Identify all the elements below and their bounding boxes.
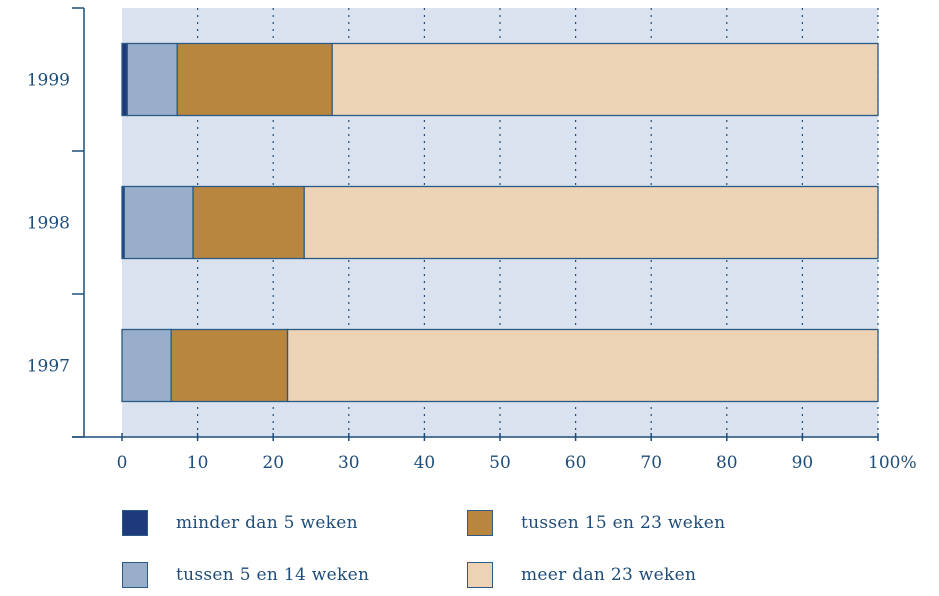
x-tick-label: 80 [716,453,738,473]
legend-label: tussen 15 en 23 weken [521,513,726,533]
category-label: 1997 [27,357,70,377]
x-tick-label: 20 [262,453,284,473]
legend-label: tussen 5 en 14 weken [176,565,370,585]
x-tick-label: 70 [640,453,662,473]
x-tick-label: 30 [338,453,360,473]
x-tick-label: 60 [565,453,587,473]
legend-label: minder dan 5 weken [176,513,358,533]
x-tick-label: 100% [868,453,917,473]
bar-segment-1999-series-3 [331,42,879,117]
legend-item-tussen-5-en-14-weken: tussen 5 en 14 weken [122,562,369,588]
x-tick-label: 40 [414,453,436,473]
legend-item-minder-dan-5-weken: minder dan 5 weken [122,510,358,536]
bar-segment-1997-series-3 [286,328,879,403]
legend-swatch [122,510,148,536]
bar-segment-1999-series-2 [176,42,333,117]
category-label: 1999 [27,71,70,91]
legend-swatch [467,562,493,588]
bar-segment-1998-series-2 [192,185,305,260]
legend-swatch [122,562,148,588]
x-tick-label: 50 [489,453,511,473]
legend-label: meer dan 23 weken [521,565,697,585]
bar-segment-1998-series-1 [123,185,194,260]
legend-swatch [467,510,493,536]
bar-segment-1999-series-0 [121,42,128,117]
bar-segment-1998-series-3 [303,185,879,260]
bar-segment-1997-series-1 [121,328,172,403]
category-label: 1998 [27,214,70,234]
legend-item-tussen-15-en-23-weken: tussen 15 en 23 weken [467,510,725,536]
legend-item-meer-dan-23-weken: meer dan 23 weken [467,562,696,588]
x-tick-label: 10 [187,453,209,473]
x-tick-label: 90 [792,453,814,473]
bar-segment-1999-series-1 [126,42,178,117]
x-tick-label: 0 [117,453,128,473]
bar-segment-1997-series-2 [170,328,289,403]
